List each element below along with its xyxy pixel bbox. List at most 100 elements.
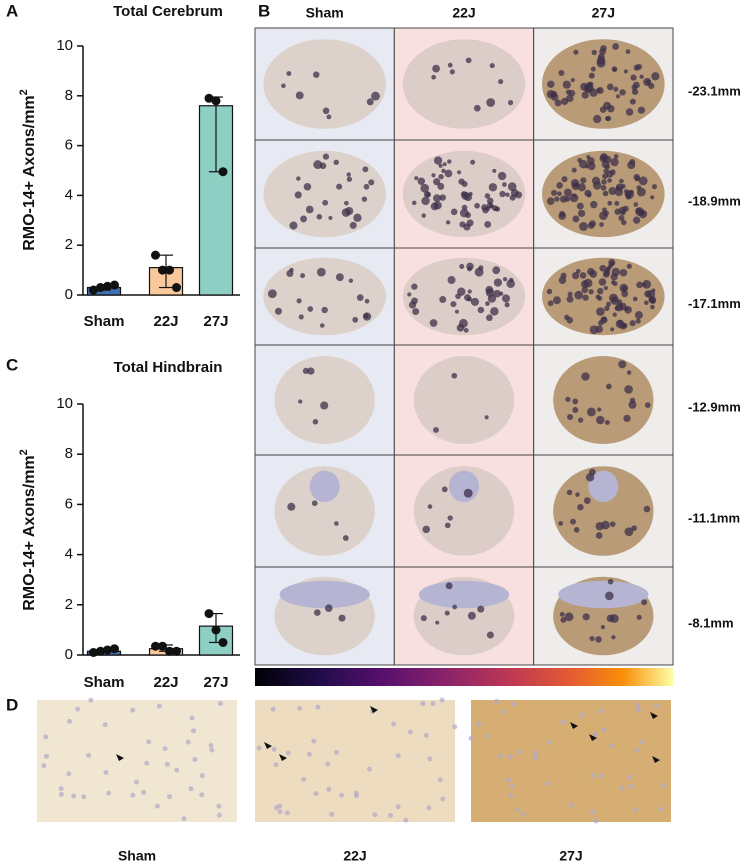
stain-dot bbox=[362, 312, 372, 321]
stain-dot bbox=[450, 208, 458, 216]
stain-dot bbox=[430, 202, 439, 211]
nucleus bbox=[144, 760, 150, 766]
stain-dot bbox=[451, 372, 458, 379]
stain-dot bbox=[459, 263, 465, 269]
stain-dot bbox=[611, 635, 616, 640]
stain-dot bbox=[625, 108, 634, 116]
stain-dot bbox=[346, 172, 351, 177]
stain-dot bbox=[509, 194, 516, 201]
stain-dot bbox=[603, 285, 608, 291]
nucleus bbox=[629, 784, 635, 790]
nucleus bbox=[133, 779, 139, 785]
stain-dot bbox=[651, 72, 660, 81]
nucleus bbox=[311, 738, 317, 744]
stain-dot bbox=[576, 202, 584, 210]
stain-dot bbox=[558, 521, 564, 526]
nucleus bbox=[493, 698, 499, 704]
stain-dot bbox=[615, 94, 620, 99]
panel-letter: A bbox=[6, 1, 18, 20]
stain-dot bbox=[488, 183, 498, 192]
stain-dot bbox=[473, 104, 481, 112]
nucleus bbox=[403, 817, 409, 823]
column-label: 27J bbox=[592, 5, 615, 21]
nucleus bbox=[271, 746, 277, 752]
stain-dot bbox=[621, 286, 628, 292]
nucleus bbox=[395, 804, 401, 810]
nucleus bbox=[86, 752, 92, 758]
micrograph bbox=[471, 700, 671, 822]
nucleus bbox=[191, 728, 197, 734]
stain-dot bbox=[433, 427, 439, 433]
stain-dot bbox=[447, 515, 453, 521]
data-point bbox=[165, 265, 174, 275]
stain-dot bbox=[606, 383, 612, 390]
nucleus bbox=[181, 816, 187, 822]
cerebellum bbox=[558, 580, 649, 609]
nucleus bbox=[199, 792, 205, 798]
level-label: -8.1mm bbox=[688, 615, 734, 630]
stain-dot bbox=[598, 320, 604, 326]
stain-dot bbox=[486, 314, 493, 322]
stain-dot bbox=[447, 62, 453, 68]
stain-dot bbox=[485, 285, 494, 294]
nucleus bbox=[653, 703, 659, 709]
stain-dot bbox=[589, 468, 596, 476]
nucleus bbox=[353, 790, 359, 796]
stain-dot bbox=[349, 221, 357, 229]
data-point bbox=[96, 646, 105, 656]
stain-dot bbox=[618, 360, 627, 369]
stain-dot bbox=[558, 70, 565, 76]
stain-dot bbox=[572, 215, 580, 223]
stain-dot bbox=[579, 159, 588, 169]
nucleus bbox=[658, 806, 664, 812]
stain-dot bbox=[596, 415, 605, 425]
nucleus bbox=[274, 805, 280, 811]
nucleus bbox=[476, 721, 482, 727]
stain-dot bbox=[581, 91, 589, 99]
stain-dot bbox=[407, 292, 412, 297]
stain-dot bbox=[635, 318, 641, 324]
stain-dot bbox=[567, 413, 574, 421]
y-tick-label: 4 bbox=[65, 546, 73, 563]
stain-dot bbox=[463, 327, 469, 333]
stain-dot bbox=[624, 527, 634, 537]
stain-dot bbox=[607, 178, 612, 183]
nucleus bbox=[639, 739, 645, 745]
nucleus bbox=[598, 773, 604, 779]
stain-dot bbox=[322, 153, 330, 160]
stain-dot bbox=[417, 177, 426, 185]
nucleus bbox=[579, 712, 585, 718]
stain-dot bbox=[595, 636, 602, 643]
nucleus bbox=[485, 733, 491, 739]
stain-dot bbox=[607, 578, 614, 585]
stain-dot bbox=[642, 279, 652, 289]
stain-dot bbox=[627, 161, 636, 170]
stain-dot bbox=[507, 182, 517, 191]
stain-dot bbox=[613, 154, 619, 159]
stain-dot bbox=[610, 327, 615, 332]
stain-dot bbox=[565, 94, 574, 103]
nucleus bbox=[273, 762, 279, 768]
nucleus bbox=[300, 776, 306, 782]
nucleus bbox=[634, 747, 640, 753]
stain-dot bbox=[456, 323, 465, 332]
nucleus bbox=[634, 702, 640, 708]
stain-dot bbox=[643, 505, 651, 513]
cerebellum bbox=[448, 470, 480, 503]
nucleus bbox=[81, 794, 87, 800]
stain-dot bbox=[579, 272, 587, 279]
tissue bbox=[553, 356, 654, 444]
nucleus bbox=[192, 757, 198, 763]
stain-dot bbox=[570, 78, 575, 83]
stain-dot bbox=[606, 301, 612, 307]
y-tick-label: 2 bbox=[65, 236, 73, 253]
stain-dot bbox=[427, 504, 433, 509]
stain-dot bbox=[587, 157, 595, 165]
stain-dot bbox=[546, 197, 555, 205]
stain-dot bbox=[484, 415, 489, 420]
tissue bbox=[274, 466, 375, 556]
micrograph bbox=[37, 700, 237, 822]
nucleus bbox=[517, 749, 523, 755]
nucleus bbox=[66, 771, 72, 777]
stain-dot bbox=[457, 170, 462, 175]
